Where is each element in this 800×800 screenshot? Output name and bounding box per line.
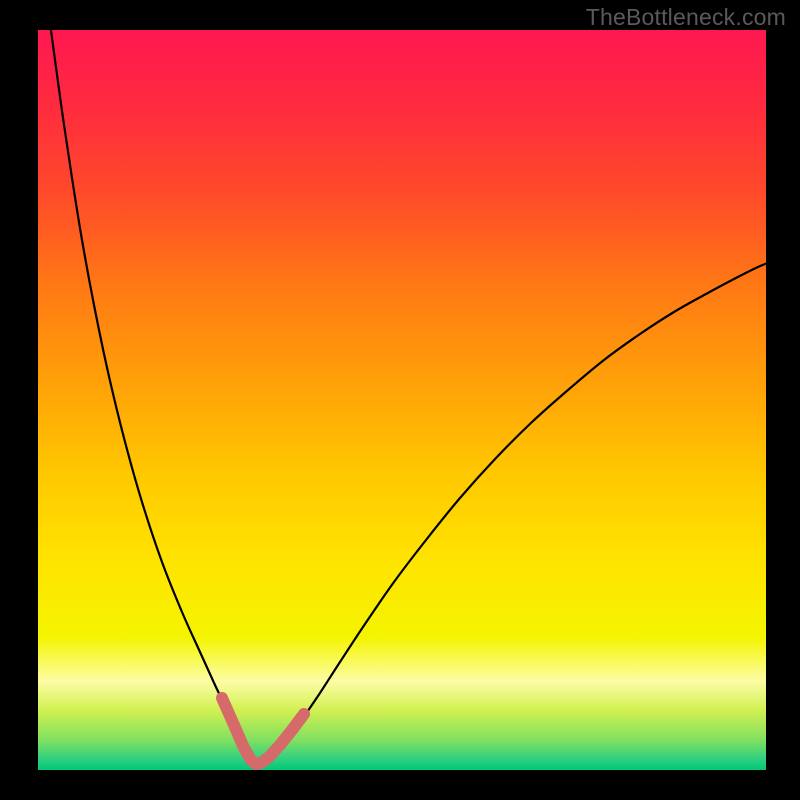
- bottleneck-chart: [0, 0, 800, 800]
- plot-background: [38, 30, 766, 770]
- watermark-text: TheBottleneck.com: [586, 4, 786, 31]
